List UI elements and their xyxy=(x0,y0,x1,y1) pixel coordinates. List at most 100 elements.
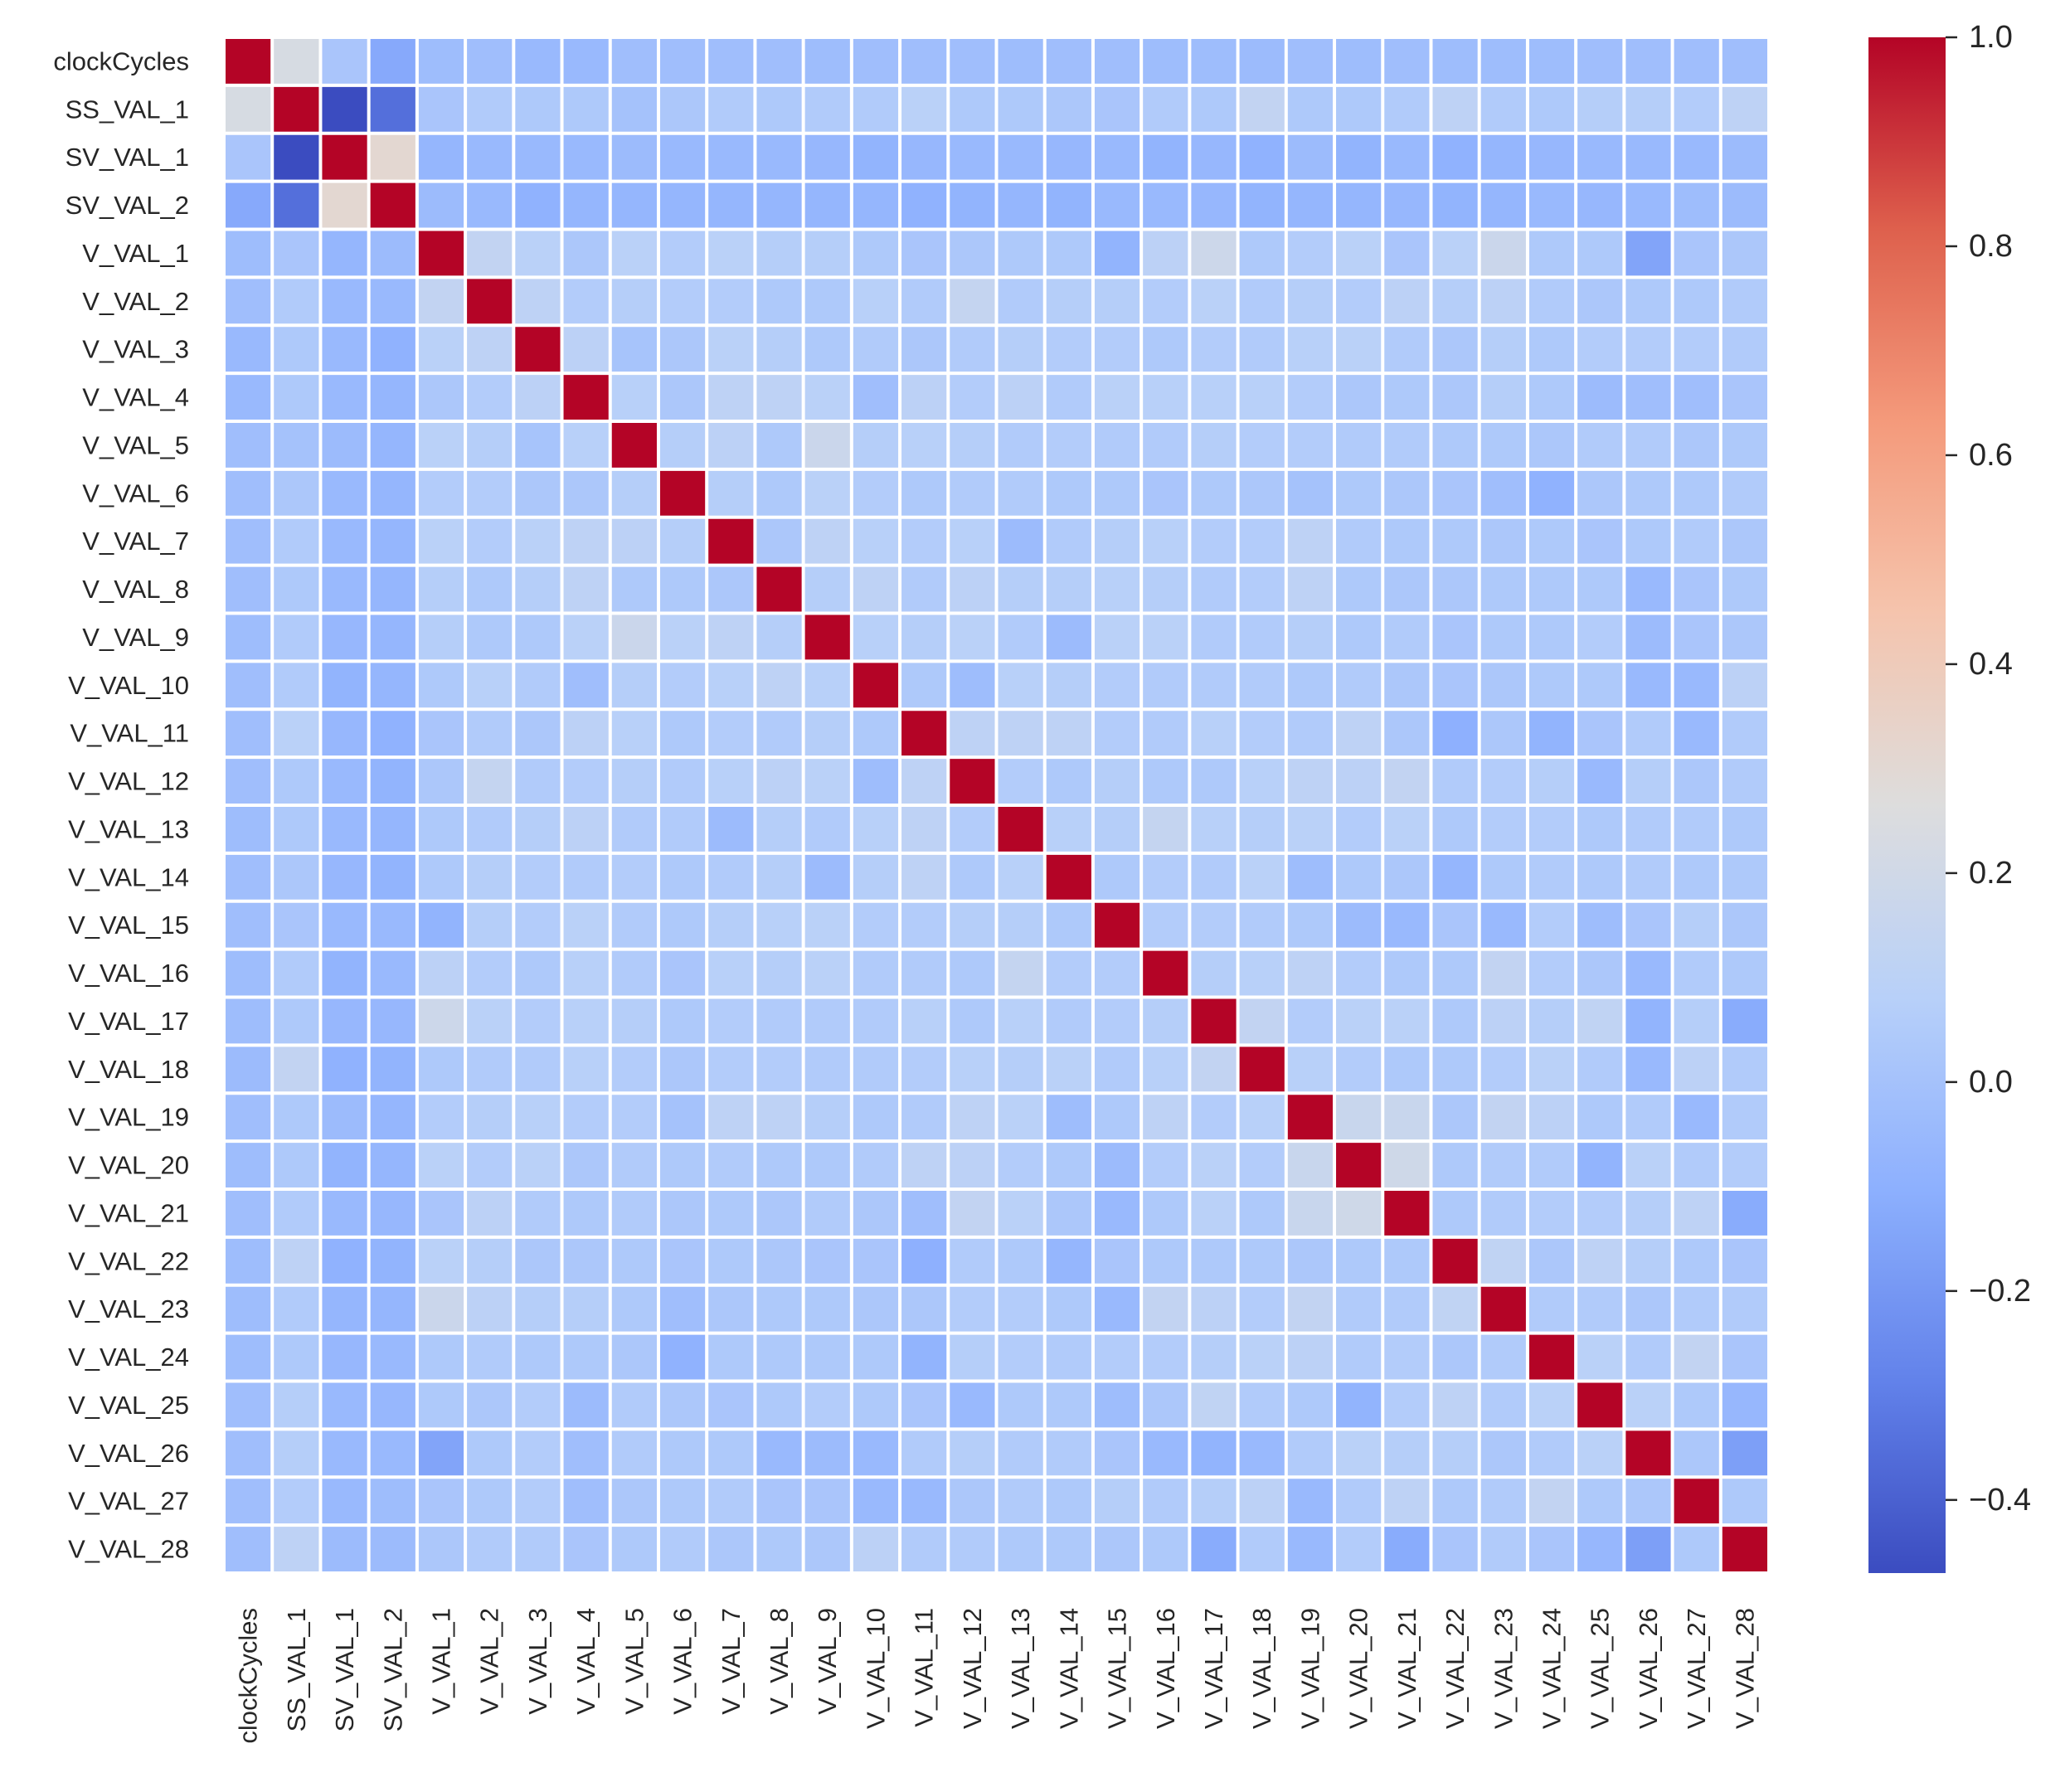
heatmap-cell-V_VAL_27-V_VAL_16 xyxy=(1143,1479,1188,1524)
heatmap-cells xyxy=(226,39,1767,1572)
heatmap-cell-V_VAL_9-V_VAL_26 xyxy=(1625,614,1671,660)
heatmap-cell-V_VAL_17-V_VAL_1 xyxy=(418,998,464,1044)
heatmap-cell-V_VAL_20-clockCycles xyxy=(226,1143,271,1188)
heatmap-cell-V_VAL_17-V_VAL_19 xyxy=(1287,998,1334,1044)
heatmap-cell-V_VAL_19-V_VAL_3 xyxy=(515,1095,561,1140)
heatmap-cell-V_VAL_28-V_VAL_10 xyxy=(853,1527,899,1572)
heatmap-cell-V_VAL_24-V_VAL_15 xyxy=(1094,1334,1140,1380)
heatmap-cell-V_VAL_26-SV_VAL_2 xyxy=(370,1430,415,1476)
heatmap-cell-clockCycles-V_VAL_5 xyxy=(611,39,657,84)
heatmap-cell-V_VAL_26-V_VAL_14 xyxy=(1046,1430,1091,1476)
heatmap-cell-V_VAL_6-V_VAL_19 xyxy=(1287,470,1334,516)
heatmap-cell-V_VAL_26-V_VAL_10 xyxy=(853,1430,899,1476)
heatmap-cell-V_VAL_24-SS_VAL_1 xyxy=(274,1334,319,1380)
heatmap-cell-V_VAL_11-V_VAL_7 xyxy=(708,711,754,756)
heatmap-cell-V_VAL_26-V_VAL_13 xyxy=(998,1430,1043,1476)
heatmap-cell-V_VAL_7-V_VAL_26 xyxy=(1625,518,1671,564)
heatmap-cell-V_VAL_3-SV_VAL_2 xyxy=(370,327,415,372)
heatmap-cell-V_VAL_4-SS_VAL_1 xyxy=(274,375,319,420)
heatmap-cell-V_VAL_20-V_VAL_28 xyxy=(1722,1143,1767,1188)
heatmap-cell-V_VAL_12-V_VAL_26 xyxy=(1625,759,1671,804)
heatmap-cell-V_VAL_26-V_VAL_19 xyxy=(1287,1430,1334,1476)
x-tick-label: V_VAL_11 xyxy=(910,1608,939,1727)
heatmap-cell-V_VAL_6-V_VAL_28 xyxy=(1722,470,1767,516)
heatmap-cell-V_VAL_27-SV_VAL_2 xyxy=(370,1479,415,1524)
heatmap-cell-V_VAL_21-V_VAL_13 xyxy=(998,1191,1043,1236)
heatmap-cell-V_VAL_6-V_VAL_23 xyxy=(1480,470,1526,516)
heatmap-cell-V_VAL_20-V_VAL_26 xyxy=(1625,1143,1671,1188)
heatmap-cell-V_VAL_1-SV_VAL_1 xyxy=(322,231,367,276)
heatmap-cell-V_VAL_15-V_VAL_5 xyxy=(611,902,657,948)
heatmap-cell-V_VAL_14-V_VAL_7 xyxy=(708,854,754,900)
heatmap-cell-V_VAL_7-V_VAL_21 xyxy=(1384,518,1430,564)
heatmap-cell-V_VAL_17-V_VAL_27 xyxy=(1674,998,1719,1044)
heatmap-cell-V_VAL_10-V_VAL_4 xyxy=(563,663,609,708)
heatmap-cell-V_VAL_2-SV_VAL_2 xyxy=(370,279,415,324)
heatmap-cell-V_VAL_25-V_VAL_12 xyxy=(950,1382,995,1428)
heatmap-cell-V_VAL_2-V_VAL_14 xyxy=(1046,279,1091,324)
heatmap-cell-V_VAL_27-V_VAL_27 xyxy=(1674,1479,1719,1524)
heatmap-cell-V_VAL_19-V_VAL_5 xyxy=(611,1095,657,1140)
x-tick-label: V_VAL_28 xyxy=(1730,1608,1759,1729)
heatmap-cell-clockCycles-SV_VAL_1 xyxy=(322,39,367,84)
heatmap-cell-V_VAL_19-V_VAL_2 xyxy=(467,1095,513,1140)
heatmap-cell-V_VAL_25-V_VAL_17 xyxy=(1191,1382,1237,1428)
heatmap-cell-clockCycles-V_VAL_18 xyxy=(1239,39,1285,84)
heatmap-cell-V_VAL_20-V_VAL_21 xyxy=(1384,1143,1430,1188)
heatmap-cell-V_VAL_9-V_VAL_12 xyxy=(950,614,995,660)
heatmap-cell-V_VAL_14-V_VAL_21 xyxy=(1384,854,1430,900)
heatmap-cell-V_VAL_7-V_VAL_10 xyxy=(853,518,899,564)
heatmap-cell-V_VAL_23-V_VAL_22 xyxy=(1432,1286,1478,1332)
x-tick-label: V_VAL_18 xyxy=(1247,1608,1276,1729)
heatmap-cell-V_VAL_4-SV_VAL_1 xyxy=(322,375,367,420)
heatmap-cell-V_VAL_13-V_VAL_3 xyxy=(515,807,561,852)
heatmap-cell-V_VAL_4-V_VAL_22 xyxy=(1432,375,1478,420)
heatmap-cell-V_VAL_15-V_VAL_20 xyxy=(1336,902,1382,948)
heatmap-cell-V_VAL_22-V_VAL_10 xyxy=(853,1238,899,1284)
heatmap-cell-V_VAL_6-V_VAL_17 xyxy=(1191,470,1237,516)
heatmap-cell-V_VAL_28-SV_VAL_2 xyxy=(370,1527,415,1572)
heatmap-cell-V_VAL_17-V_VAL_22 xyxy=(1432,998,1478,1044)
heatmap-cell-SS_VAL_1-SV_VAL_2 xyxy=(370,86,415,132)
heatmap-cell-V_VAL_9-V_VAL_27 xyxy=(1674,614,1719,660)
heatmap-cell-V_VAL_25-V_VAL_14 xyxy=(1046,1382,1091,1428)
y-tick-label: V_VAL_2 xyxy=(82,287,189,316)
heatmap-cell-V_VAL_28-clockCycles xyxy=(226,1527,271,1572)
heatmap-cell-V_VAL_20-V_VAL_16 xyxy=(1143,1143,1188,1188)
heatmap-cell-V_VAL_7-V_VAL_18 xyxy=(1239,518,1285,564)
heatmap-cell-clockCycles-V_VAL_2 xyxy=(467,39,513,84)
heatmap-cell-clockCycles-V_VAL_7 xyxy=(708,39,754,84)
heatmap-cell-V_VAL_10-V_VAL_3 xyxy=(515,663,561,708)
heatmap-cell-V_VAL_22-V_VAL_21 xyxy=(1384,1238,1430,1284)
heatmap-cell-V_VAL_13-V_VAL_13 xyxy=(998,807,1043,852)
heatmap-cell-V_VAL_3-V_VAL_17 xyxy=(1191,327,1237,372)
x-tick-label: V_VAL_8 xyxy=(765,1608,794,1715)
heatmap-cell-V_VAL_8-V_VAL_3 xyxy=(515,566,561,612)
heatmap-cell-clockCycles-V_VAL_3 xyxy=(515,39,561,84)
heatmap-cell-V_VAL_13-V_VAL_16 xyxy=(1143,807,1188,852)
heatmap-cell-V_VAL_28-V_VAL_9 xyxy=(804,1527,850,1572)
heatmap-cell-V_VAL_26-V_VAL_28 xyxy=(1722,1430,1767,1476)
heatmap-cell-V_VAL_6-V_VAL_20 xyxy=(1336,470,1382,516)
heatmap-cell-V_VAL_17-V_VAL_2 xyxy=(467,998,513,1044)
heatmap-cell-V_VAL_26-V_VAL_21 xyxy=(1384,1430,1430,1476)
heatmap-cell-V_VAL_2-V_VAL_11 xyxy=(901,279,947,324)
heatmap-cell-V_VAL_4-V_VAL_7 xyxy=(708,375,754,420)
heatmap-cell-V_VAL_2-V_VAL_15 xyxy=(1094,279,1140,324)
heatmap-cell-V_VAL_28-V_VAL_14 xyxy=(1046,1527,1091,1572)
heatmap-cell-V_VAL_21-V_VAL_5 xyxy=(611,1191,657,1236)
heatmap-cell-V_VAL_14-V_VAL_4 xyxy=(563,854,609,900)
heatmap-cell-V_VAL_14-V_VAL_8 xyxy=(756,854,802,900)
heatmap-cell-clockCycles-V_VAL_14 xyxy=(1046,39,1091,84)
heatmap-cell-V_VAL_15-V_VAL_18 xyxy=(1239,902,1285,948)
heatmap-cell-V_VAL_9-SS_VAL_1 xyxy=(274,614,319,660)
y-tick-label: V_VAL_18 xyxy=(68,1055,189,1084)
heatmap-cell-V_VAL_2-V_VAL_28 xyxy=(1722,279,1767,324)
heatmap-cell-V_VAL_22-V_VAL_28 xyxy=(1722,1238,1767,1284)
heatmap-cell-V_VAL_26-V_VAL_6 xyxy=(659,1430,706,1476)
heatmap-cell-V_VAL_18-V_VAL_8 xyxy=(756,1047,802,1092)
heatmap-cell-V_VAL_23-V_VAL_25 xyxy=(1577,1286,1623,1332)
heatmap-cell-V_VAL_5-SS_VAL_1 xyxy=(274,423,319,468)
heatmap-cell-V_VAL_7-V_VAL_20 xyxy=(1336,518,1382,564)
heatmap-cell-V_VAL_16-V_VAL_9 xyxy=(804,950,850,996)
